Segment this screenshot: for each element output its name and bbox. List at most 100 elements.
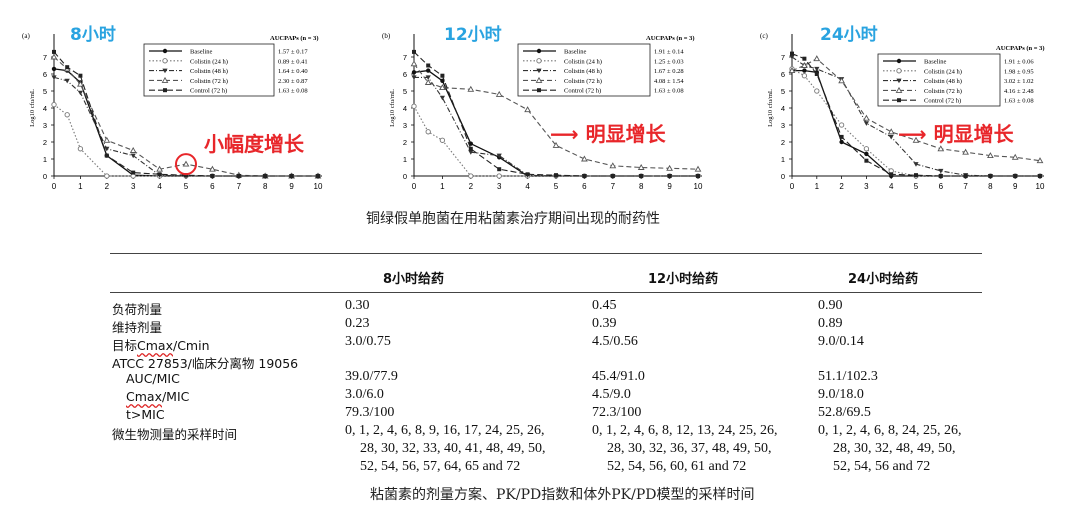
series-point-3 [103,136,111,143]
legend-entry-0: Baseline [190,49,212,56]
cell-cmax-24h: 9.0/18.0 [818,387,864,402]
series-point-4 [667,174,672,178]
x-tick-label: 4 [889,182,894,191]
row-label-cmax-mic: Cmax/MIC [126,389,190,404]
legend-value-1: 0.89 ± 0.41 [278,58,308,65]
cell-sampling-12h-l1: 0, 1, 2, 4, 6, 8, 12, 13, 24, 25, 26, [592,423,778,438]
x-tick-label: 9 [667,182,672,191]
x-tick-label: 1 [440,182,445,191]
panel-label: (b) [382,32,391,40]
legend-marker-0 [162,48,168,54]
y-tick-label: 6 [43,70,47,79]
series-point-2 [468,150,474,155]
x-tick-label: 7 [963,182,968,191]
series-point-2 [77,90,83,96]
y-tick-label: 4 [781,104,785,113]
table-top-rule [110,253,982,254]
legend-entry-4: Control (72 h) [190,88,227,95]
legend-entry-3: Colistin (72 h) [924,88,962,95]
x-tick-label: 1 [815,182,820,191]
series-point-3 [182,160,190,167]
table-caption: 粘菌素的剂量方案、PK/PD指数和体外PK/PD模型的采样时间 [370,487,755,503]
row-label-strain: ATCC 27853/临床分离物 19056 [112,356,299,371]
x-tick-label: 9 [289,182,294,191]
legend-entry-2: Colistin (48 h) [564,68,602,75]
chart-b-svg: (b) 0 1 2 3 4 5 6 7 8 9 10 0 1 2 3 4 5 6 7 Log10 cfu/mL AUCPA… [382,32,703,191]
series-point-4 [236,174,241,178]
series-point-3 [129,146,137,153]
series-point-4 [468,146,473,151]
series-point-3 [77,80,84,87]
legend-entry-0: Baseline [564,49,586,56]
series-point-2 [814,66,820,72]
y-tick-label: 0 [43,172,47,181]
y-tick-label: 4 [43,104,47,113]
series-point-4 [263,174,268,178]
cell-maintenance-12h: 0.39 [592,316,617,331]
panel-label: (c) [760,32,768,40]
series-point-4 [639,174,644,178]
series-point-2 [425,75,431,80]
legend-value-2: 1.67 ± 0.28 [654,68,684,75]
panel-label: (a) [22,32,30,40]
series-point-1 [496,173,502,179]
series-point-0 [839,139,844,145]
x-tick-label: 1 [78,182,83,191]
y-tick-label: 5 [43,87,47,96]
series-point-4 [78,73,83,78]
right-arrow-icon: ⟶ [550,122,586,146]
legend-marker-2 [896,78,902,84]
x-tick-label: 4 [525,182,530,191]
y-tick-label: 5 [403,87,407,96]
legend-value-0: 1.91 ± 0.06 [1004,59,1034,66]
series-line-3 [53,56,318,177]
legend-entry-4: Control (72 h) [564,88,601,95]
series-point-4 [963,174,968,178]
cell-sampling-24h-l2: 28, 30, 32, 48, 49, 50, [833,441,956,456]
series-point-0 [426,68,431,73]
series-point-4 [582,174,587,178]
row-label-sampling-times: 微生物测量的采样时间 [112,427,238,442]
series-point-4 [1038,174,1042,178]
series-point-3 [467,85,475,92]
series-point-4 [696,174,700,178]
legend-value-2: 1.64 ± 0.40 [278,68,308,75]
chart-panel-a: (a) 0 1 2 3 4 5 6 7 8 9 10 0 1 2 3 4 5 6 7 Log10 cfu/mL AUCPA… [20,0,360,205]
row-label-loading-dose: 负荷剂量 [112,302,163,317]
series-point-4 [554,173,558,178]
series-point-3 [962,148,969,155]
series-point-1 [439,137,446,143]
legend-marker-2 [162,68,168,74]
x-tick-label: 8 [263,182,268,191]
series-point-2 [863,121,869,126]
legend-value-3: 4.16 ± 2.48 [1004,88,1034,95]
legend-marker-4 [163,88,167,93]
legend-value-4: 1.63 ± 0.08 [654,88,684,95]
series-point-4 [210,174,215,178]
series-point-3 [581,155,588,162]
series-point-3 [524,106,531,113]
cell-loading-8h: 0.30 [345,298,370,313]
series-point-2 [130,153,136,159]
legend-value-4: 1.63 ± 0.08 [278,88,308,95]
series-point-0 [51,66,57,72]
series-point-1 [863,146,870,152]
y-tick-label: 5 [781,87,785,96]
series-point-2 [64,78,70,84]
cell-maintenance-8h: 0.23 [345,316,370,331]
series-point-0 [411,70,417,75]
legend-value-0: 1.57 ± 0.17 [278,49,308,56]
y-axis-label: Log10 cfu/mL [767,89,774,127]
series-point-4 [790,51,794,56]
series-point-4 [864,158,869,163]
cell-tmic-8h: 79.3/100 [345,405,395,420]
legend-title: AUCPAPs (n = 3) [996,45,1045,52]
x-tick-label: 4 [157,182,162,191]
series-point-2 [439,95,445,101]
series-point-3 [838,77,845,84]
row-label-t-mic: t>MIC [126,407,165,422]
series-point-2 [51,75,57,80]
cell-sampling-12h-l3: 52, 54, 56, 60, 61 and 72 [607,459,747,474]
series-point-1 [77,146,84,152]
y-tick-label: 3 [403,121,407,130]
